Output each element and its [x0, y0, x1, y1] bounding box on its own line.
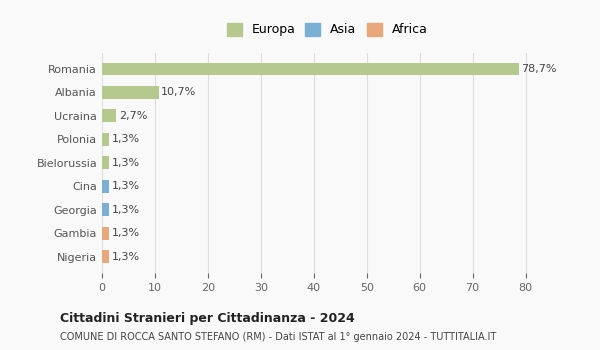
Legend: Europa, Asia, Africa: Europa, Asia, Africa [223, 19, 431, 40]
Bar [102, 156, 109, 169]
Bar [102, 63, 518, 75]
Text: 1,3%: 1,3% [112, 158, 140, 168]
Bar [102, 110, 116, 122]
Text: 1,3%: 1,3% [112, 181, 140, 191]
Bar [102, 180, 109, 193]
Bar [102, 86, 158, 99]
Text: COMUNE DI ROCCA SANTO STEFANO (RM) - Dati ISTAT al 1° gennaio 2024 - TUTTITALIA.: COMUNE DI ROCCA SANTO STEFANO (RM) - Dat… [60, 331, 496, 342]
Text: 1,3%: 1,3% [112, 252, 140, 261]
Text: Cittadini Stranieri per Cittadinanza - 2024: Cittadini Stranieri per Cittadinanza - 2… [60, 312, 355, 325]
Text: 1,3%: 1,3% [112, 205, 140, 215]
Bar [102, 227, 109, 239]
Bar [102, 203, 109, 216]
Text: 10,7%: 10,7% [161, 88, 197, 97]
Text: 1,3%: 1,3% [112, 228, 140, 238]
Text: 1,3%: 1,3% [112, 134, 140, 144]
Text: 2,7%: 2,7% [119, 111, 148, 121]
Bar [102, 133, 109, 146]
Text: 78,7%: 78,7% [521, 64, 557, 74]
Bar [102, 250, 109, 263]
